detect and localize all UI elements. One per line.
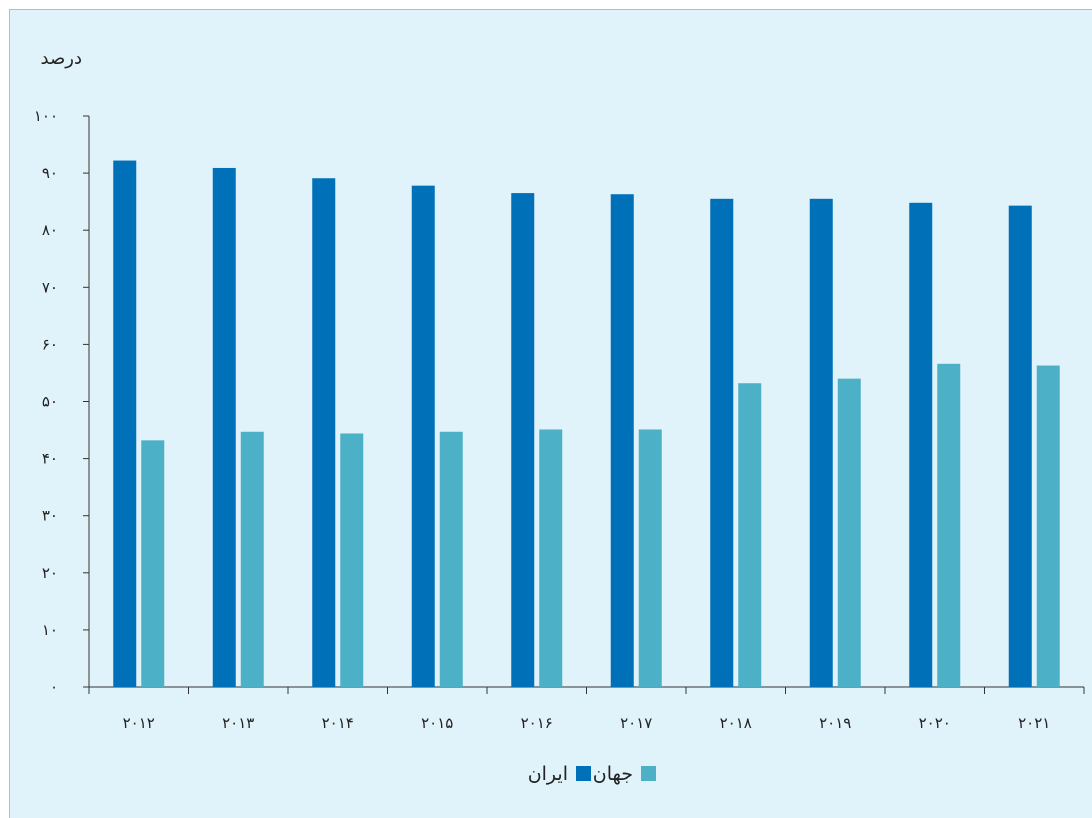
x-tick-label: ۲۰۱۳ [222, 714, 254, 732]
bar-iran [909, 202, 933, 688]
bar-world [539, 429, 563, 687]
bar-world [439, 431, 463, 687]
y-tick-label: ۲۰ [42, 564, 58, 582]
x-tick-label: ۲۰۱۲ [123, 714, 155, 732]
y-tick-label: ۴۰ [42, 450, 58, 468]
bar-world [738, 383, 762, 687]
bars [113, 160, 1060, 688]
bar-iran [212, 167, 236, 687]
x-tick-label: ۲۰۲۰ [919, 714, 951, 732]
x-tick-label: ۲۰۱۸ [720, 714, 752, 732]
y-tick-label: ۱۰ [42, 621, 58, 639]
bar-iran [809, 198, 833, 688]
y-tick-label: ۰ [50, 678, 58, 696]
x-tick-label: ۲۰۱۴ [322, 714, 354, 732]
bar-iran [312, 178, 336, 687]
bar-world [837, 378, 861, 687]
y-tick-label: ۷۰ [42, 278, 58, 296]
bar-world [1036, 365, 1060, 687]
bar-iran [1008, 205, 1032, 687]
y-axis-unit-label: درصد [41, 48, 82, 69]
legend-swatch-world [641, 766, 656, 781]
y-tick-label: ۵۰ [42, 393, 58, 411]
bar-iran [710, 198, 734, 688]
x-tick-label: ۲۰۱۷ [620, 714, 652, 732]
x-tick-label: ۲۰۱۹ [819, 714, 851, 732]
bar-world [937, 363, 961, 687]
bar-iran [113, 160, 137, 688]
y-tick-label: ۸۰ [42, 221, 58, 239]
y-tick-label: ۶۰ [42, 335, 58, 353]
y-tick-label: ۱۰۰ [34, 107, 58, 125]
bar-iran [411, 185, 435, 688]
bar-world [240, 431, 264, 687]
legend: ایران جهان [528, 763, 656, 785]
bar-world [141, 440, 165, 687]
legend-label-iran: ایران [528, 763, 568, 785]
y-tick-label: ۹۰ [42, 164, 58, 182]
bar-world [340, 433, 364, 687]
x-tick-label: ۲۰۱۵ [421, 714, 453, 732]
legend-swatch-iran [576, 766, 591, 781]
x-tick-label: ۲۰۱۶ [521, 714, 553, 732]
bar-iran [610, 194, 634, 688]
bar-iran [511, 193, 535, 687]
legend-label-world: جهان [593, 763, 633, 785]
y-tick-label: ۳۰ [42, 507, 58, 525]
x-tick-label: ۲۰۲۱ [1018, 714, 1050, 732]
bar-world [638, 429, 662, 687]
